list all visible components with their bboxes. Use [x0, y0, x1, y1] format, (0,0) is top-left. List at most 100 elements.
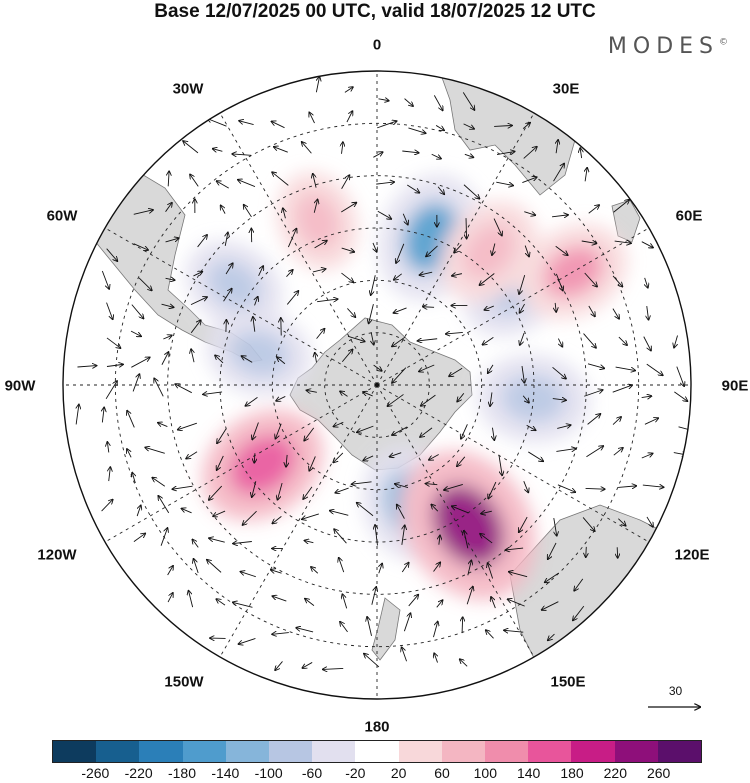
label-lon-150w: 150W: [164, 673, 204, 691]
wind-arrow: [189, 591, 194, 608]
wind-arrow: [479, 273, 495, 285]
colorbar-tick-label: 100: [473, 765, 498, 781]
wind-arrow: [504, 630, 524, 632]
wind-arrow: [357, 503, 374, 517]
wind-arrow: [376, 121, 396, 129]
wind-arrow: [302, 513, 319, 519]
wind-arrow: [520, 332, 525, 345]
wind-arrow: [462, 617, 463, 634]
wind-arrow: [452, 274, 462, 276]
wind-arrow: [464, 154, 474, 157]
wind-arrow: [258, 266, 264, 276]
wind-arrow: [463, 123, 474, 129]
wind-arrow: [557, 484, 575, 492]
wind-arrow: [106, 248, 118, 261]
wind-arrow: [431, 505, 439, 512]
wind-arrow: [221, 205, 226, 214]
wind-arrow: [373, 152, 382, 158]
wind-arrow: [313, 200, 317, 213]
wind-arrow: [580, 148, 581, 159]
wind-arrow: [272, 515, 282, 523]
wind-arrow: [190, 320, 201, 334]
colorbar-swatch: [398, 741, 442, 762]
wind-arrow: [421, 394, 436, 406]
wind-arrow: [437, 186, 444, 194]
wind-arrow: [317, 299, 337, 302]
wind-arrow: [483, 337, 494, 344]
colorbar-swatch: [312, 741, 356, 762]
wind-arrow: [390, 452, 402, 457]
wind-arrow: [496, 151, 515, 156]
wind-arrow: [379, 564, 382, 574]
wind-arrow: [612, 417, 621, 425]
wind-arrow: [402, 213, 408, 225]
meridian-line: [219, 112, 378, 386]
wind-arrow: [488, 364, 494, 373]
wind-arrow: [508, 599, 525, 607]
wind-arrow: [304, 427, 315, 441]
wind-arrow: [286, 270, 292, 277]
wind-arrow: [255, 297, 258, 306]
brand-mark: ©: [719, 37, 728, 48]
wind-arrow: [556, 140, 558, 154]
wind-arrow: [449, 367, 463, 376]
wind-arrow: [586, 446, 603, 458]
wind-arrow: [233, 602, 253, 608]
wind-arrow: [387, 394, 404, 406]
wind-arrow: [271, 570, 282, 573]
meridian-line: [104, 227, 378, 386]
wind-arrow: [305, 541, 314, 543]
wind-arrow: [454, 244, 462, 253]
wind-arrow: [506, 548, 524, 550]
wind-arrow: [133, 210, 153, 215]
colorbar: [52, 740, 702, 763]
wind-arrow: [645, 277, 648, 288]
wind-arrow: [367, 617, 372, 636]
new-zealand-landmass: [371, 597, 401, 661]
wind-arrow: [311, 567, 319, 574]
south-pole-marker: [374, 382, 380, 388]
wind-arrow: [674, 335, 678, 347]
wind-arrow: [107, 442, 108, 453]
wind-arrow: [615, 366, 636, 370]
colorbar-tick-label: -60: [301, 765, 323, 781]
label-lon-0: 0: [372, 36, 382, 54]
wind-arrow: [555, 245, 568, 255]
wind-arrow: [138, 277, 152, 291]
wind-arrow: [127, 449, 132, 458]
meridian-line: [104, 384, 378, 543]
wind-arrow: [207, 119, 227, 127]
wind-arrow: [548, 542, 557, 559]
wind-arrow: [371, 275, 376, 295]
wind-arrow: [439, 536, 440, 545]
wind-arrow: [585, 168, 587, 182]
colorbar-swatch: [614, 741, 658, 762]
meridian-line: [376, 384, 535, 658]
wind-arrow: [433, 95, 442, 110]
wind-arrow: [488, 563, 494, 579]
wind-arrow: [207, 560, 222, 573]
wind-arrow: [641, 454, 653, 459]
wind-arrow: [408, 127, 425, 133]
wind-arrow: [519, 516, 528, 532]
wind-arrow: [371, 331, 374, 345]
wind-arrow: [613, 448, 623, 456]
wind-arrow: [287, 229, 296, 248]
wind-arrow: [378, 99, 389, 101]
colorbar-tick-label: -100: [254, 765, 283, 781]
wind-arrow: [239, 121, 254, 125]
wind-arrow: [302, 142, 312, 154]
wind-arrow: [347, 335, 365, 341]
wind-arrow: [161, 304, 174, 307]
wind-arrow: [402, 525, 405, 545]
wind-arrow: [522, 177, 536, 184]
wind-arrow: [277, 357, 286, 365]
wind-arrow: [396, 243, 405, 263]
positive-anomaly-core: [229, 435, 296, 495]
anomaly-layer: [185, 172, 628, 601]
wind-arrow: [588, 205, 599, 214]
negative-anomaly-core: [501, 375, 565, 422]
wind-arrow: [186, 451, 198, 459]
wind-arrow: [340, 391, 348, 397]
wind-arrow: [490, 392, 492, 406]
